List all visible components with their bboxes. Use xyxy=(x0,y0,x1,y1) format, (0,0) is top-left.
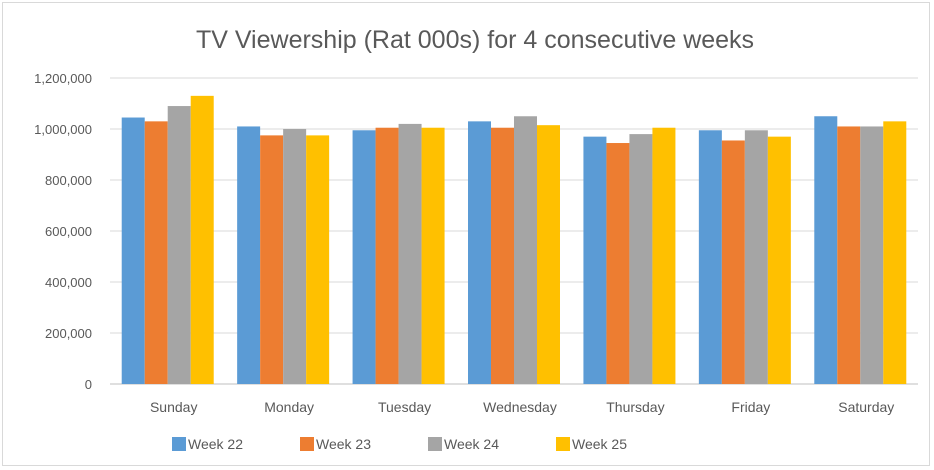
bar xyxy=(237,126,261,384)
x-tick-label: Wednesday xyxy=(483,399,557,415)
bar xyxy=(375,127,399,384)
bar xyxy=(629,134,653,384)
bar xyxy=(606,143,630,384)
legend-swatch xyxy=(428,437,442,451)
chart-title: TV Viewership (Rat 000s) for 4 consecuti… xyxy=(196,26,754,54)
bar xyxy=(491,127,514,384)
x-tick-label: Thursday xyxy=(606,399,664,415)
y-tick-label: 1,000,000 xyxy=(34,122,92,137)
y-tick-label: 1,200,000 xyxy=(34,71,92,86)
bar xyxy=(283,129,307,384)
legend-label: Week 23 xyxy=(316,436,371,452)
legend-label: Week 24 xyxy=(444,436,499,452)
bar xyxy=(721,140,745,384)
legend-swatch xyxy=(300,437,314,451)
legend-swatch xyxy=(172,437,186,451)
legend: Week 22 Week 23 Week 24 Week 25 xyxy=(172,436,627,452)
bar xyxy=(698,130,722,384)
x-tick-label: Monday xyxy=(264,399,314,415)
x-tick-label: Friday xyxy=(731,399,770,415)
bar xyxy=(883,121,907,384)
legend-swatch xyxy=(556,437,570,451)
bar xyxy=(744,130,768,384)
bar xyxy=(121,117,145,385)
bar xyxy=(260,135,284,384)
bar xyxy=(652,127,676,384)
x-axis: Sunday Monday Tuesday Wednesday Thursday Frid… xyxy=(150,399,894,415)
bar xyxy=(537,125,560,385)
x-tick-label: Sunday xyxy=(150,399,197,415)
x-tick-label: Tuesday xyxy=(378,399,431,415)
bar xyxy=(514,116,537,384)
bar xyxy=(814,116,838,384)
y-tick-label: 400,000 xyxy=(45,275,92,290)
bar xyxy=(398,123,422,385)
y-tick-label: 200,000 xyxy=(45,326,92,341)
y-tick-label: 800,000 xyxy=(45,173,92,188)
bar xyxy=(306,135,330,384)
legend-label: Week 22 xyxy=(188,436,243,452)
bar xyxy=(144,121,168,384)
bar xyxy=(421,127,445,384)
bars xyxy=(121,95,907,385)
bar xyxy=(468,121,491,384)
bar xyxy=(860,126,884,384)
bar xyxy=(767,136,791,384)
bar xyxy=(837,126,861,384)
legend-label: Week 25 xyxy=(572,436,627,452)
bar xyxy=(167,106,191,385)
bar xyxy=(583,136,607,384)
y-axis: 0 200,000 400,000 600,000 800,000 1,000,000 1,… xyxy=(34,71,92,392)
y-tick-label: 0 xyxy=(85,377,92,392)
bar xyxy=(352,130,376,384)
bar xyxy=(190,95,214,384)
y-tick-label: 600,000 xyxy=(45,224,92,239)
x-tick-label: Saturday xyxy=(838,399,894,415)
